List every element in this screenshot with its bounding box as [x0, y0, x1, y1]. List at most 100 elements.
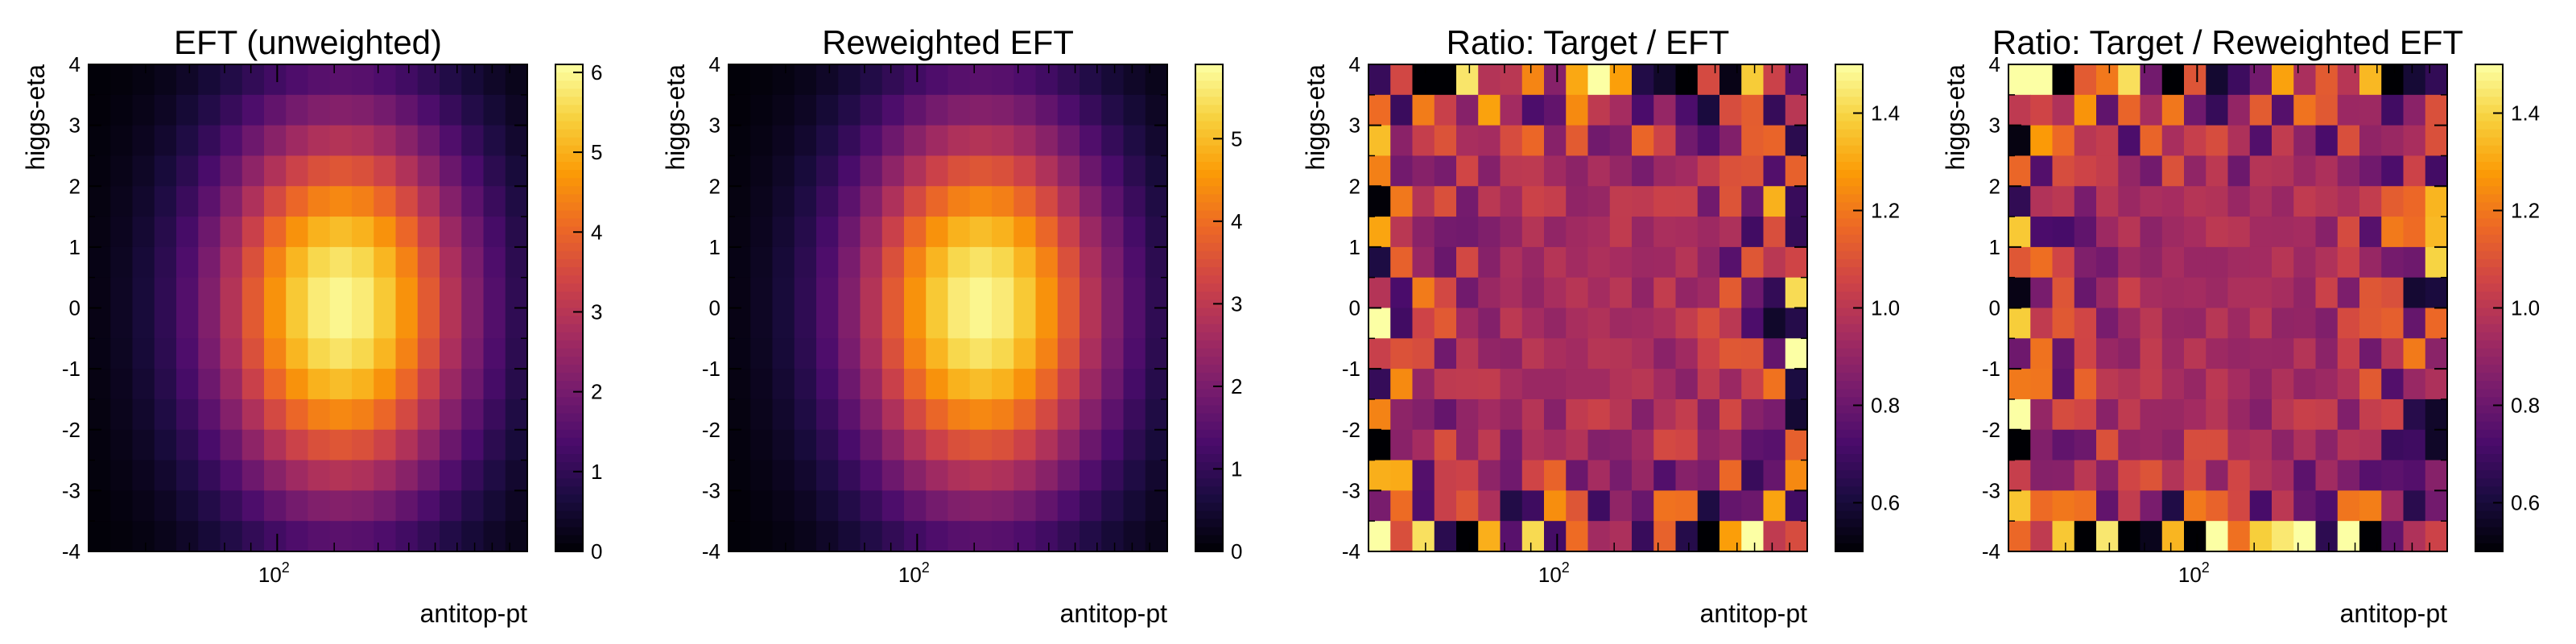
heatmap-cell: [1390, 64, 1414, 96]
heatmap-cell: [1123, 94, 1146, 126]
heatmap-cell: [2381, 64, 2405, 96]
heatmap-cell: [1057, 521, 1080, 552]
heatmap-cell: [1609, 277, 1633, 309]
heatmap-cell: [1057, 460, 1080, 491]
heatmap-cell: [1412, 429, 1435, 461]
heatmap-cell: [926, 460, 949, 491]
heatmap-cell: [2272, 398, 2294, 431]
heatmap-cell: [1500, 277, 1523, 309]
heatmap-cell: [1785, 217, 1808, 248]
heatmap-cell: [947, 277, 971, 309]
heatmap-cell: [816, 521, 839, 552]
colorbar-segment: [1835, 340, 1863, 349]
heatmap-cell: [1368, 308, 1391, 339]
heatmap-cell: [2249, 308, 2273, 339]
heatmap-cell: [729, 490, 751, 522]
heatmap-cell: [1123, 338, 1146, 369]
heatmap-cell: [2140, 338, 2163, 369]
heatmap-cell: [947, 460, 971, 491]
colorbar-segment: [2475, 535, 2503, 544]
heatmap-cell: [220, 217, 243, 248]
heatmap-cell: [2227, 186, 2251, 217]
heatmap-cell: [483, 429, 506, 461]
heatmap-cell: [286, 369, 309, 400]
colorbar-segment: [2475, 494, 2503, 504]
heatmap-cell: [750, 64, 774, 96]
heatmap-cell: [176, 460, 199, 491]
heatmap-cell: [242, 186, 265, 217]
colorbar-segment: [1835, 365, 1863, 374]
heatmap-cell: [750, 369, 774, 400]
heatmap-cell: [926, 217, 949, 248]
heatmap-cell: [1785, 64, 1808, 96]
heatmap-cell: [2052, 338, 2075, 369]
heatmap-cell: [2161, 521, 2185, 552]
heatmap-cell: [969, 490, 993, 522]
heatmap-cell: [176, 186, 199, 217]
heatmap-cell: [1675, 277, 1699, 309]
heatmap-cell: [374, 277, 397, 309]
colorbar-segment: [1195, 308, 1223, 317]
colorbar-segment: [1195, 121, 1223, 130]
heatmap-cell: [1566, 338, 1589, 369]
heatmap-cell: [154, 277, 177, 309]
heatmap-cell: [2315, 490, 2339, 522]
colorbar-segment: [1835, 526, 1863, 536]
heatmap-cell: [1587, 338, 1611, 369]
heatmap-cell: [750, 460, 774, 491]
heatmap-cell: [2161, 64, 2185, 96]
heatmap-cell: [1456, 460, 1479, 491]
heatmap-cell: [969, 398, 993, 431]
heatmap-cell: [417, 429, 440, 461]
heatmap-cell: [1521, 398, 1545, 431]
heatmap-cell: [1653, 338, 1677, 369]
heatmap-cell: [1080, 338, 1102, 369]
heatmap-cell: [2249, 460, 2273, 491]
heatmap-cell: [242, 155, 265, 187]
heatmap-cell: [286, 460, 309, 491]
heatmap-cell: [1521, 521, 1545, 552]
heatmap-cell: [1719, 217, 1742, 248]
heatmap-cell: [772, 217, 795, 248]
heatmap-cell: [969, 155, 993, 187]
heatmap-cell: [176, 155, 199, 187]
heatmap-cell: [132, 308, 155, 339]
heatmap-cell: [308, 521, 331, 552]
heatmap-cell: [1675, 155, 1699, 187]
colorbar-segment: [555, 250, 583, 260]
heatmap-cell: [1080, 490, 1102, 522]
heatmap-cell: [1763, 186, 1786, 217]
heatmap-cell: [772, 125, 795, 157]
heatmap-cell: [1763, 277, 1786, 309]
heatmap-cell: [816, 277, 839, 309]
heatmap-cell: [1145, 64, 1168, 96]
colorbar-segment: [2475, 373, 2503, 382]
heatmap-cell: [750, 277, 774, 309]
heatmap-cell: [461, 369, 485, 400]
heatmap-cell: [1609, 490, 1633, 522]
colorbar-segment: [555, 210, 583, 220]
heatmap-cell: [2381, 460, 2405, 491]
heatmap-cell: [1013, 460, 1037, 491]
heatmap-cell: [1035, 186, 1059, 217]
heatmap-cell: [286, 521, 309, 552]
heatmap-cell: [242, 94, 265, 126]
heatmap-cell: [1478, 521, 1501, 552]
heatmap-cell: [1544, 64, 1567, 96]
heatmap-cell: [1080, 277, 1102, 309]
heatmap-cell: [2161, 369, 2185, 400]
heatmap-cell: [329, 64, 353, 96]
colorbar-segment: [1195, 105, 1223, 114]
heatmap-cell: [395, 94, 419, 126]
heatmap-cell: [2359, 460, 2382, 491]
colorbar-segment: [1835, 332, 1863, 341]
heatmap-cell: [2249, 398, 2273, 431]
heatmap-cell: [154, 217, 177, 248]
heatmap-cell: [395, 460, 419, 491]
heatmap-cell: [2118, 246, 2141, 279]
heatmap-cell: [1632, 429, 1654, 461]
heatmap-cell: [2161, 186, 2185, 217]
heatmap-cell: [89, 490, 111, 522]
heatmap-cell: [220, 64, 243, 96]
heatmap-cell: [838, 155, 861, 187]
